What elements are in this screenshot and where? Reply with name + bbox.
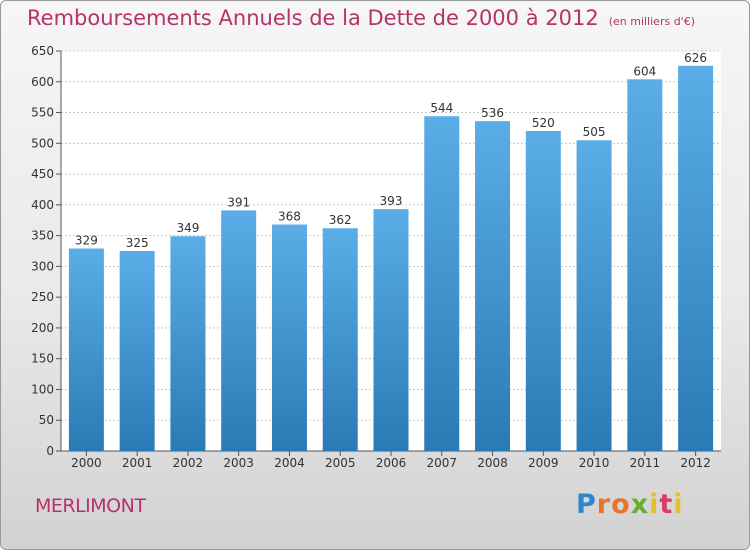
x-tick-label: 2011 [630, 456, 661, 470]
x-tick-label: 2004 [274, 456, 305, 470]
data-label: 393 [380, 194, 403, 208]
y-tick-label: 400 [31, 198, 54, 212]
proxiti-logo: Proxiti [576, 489, 684, 520]
commune-name: MERLIMONT [35, 495, 146, 517]
chart-title: Remboursements Annuels de la Dette de 20… [27, 6, 695, 30]
bar [576, 140, 612, 451]
data-label: 362 [329, 213, 352, 227]
bar [424, 116, 460, 451]
y-tick-label: 150 [31, 352, 54, 366]
y-tick-label: 500 [31, 136, 54, 150]
logo-letter: P [576, 489, 597, 520]
data-label: 544 [430, 101, 453, 115]
logo-letter: r [596, 489, 612, 520]
bar [525, 131, 561, 451]
x-tick-label: 2009 [528, 456, 559, 470]
y-tick-label: 650 [31, 44, 54, 58]
y-tick-label: 600 [31, 75, 54, 89]
bar [170, 236, 206, 451]
x-tick-label: 2001 [122, 456, 153, 470]
bar [373, 209, 409, 451]
y-tick-label: 550 [31, 106, 54, 120]
bar [68, 248, 104, 451]
data-label: 368 [278, 210, 301, 224]
y-tick-label: 300 [31, 259, 54, 273]
y-tick-label: 50 [39, 413, 54, 427]
data-label: 520 [532, 116, 555, 130]
data-label: 536 [481, 106, 504, 120]
data-label: 604 [633, 64, 656, 78]
logo-letter: i [649, 489, 660, 520]
y-tick-label: 0 [46, 444, 54, 458]
logo-letter: t [659, 489, 674, 520]
bar [271, 224, 307, 451]
y-tick-label: 200 [31, 321, 54, 335]
bar [322, 228, 358, 451]
x-tick-label: 2006 [376, 456, 407, 470]
logo-letter: i [673, 489, 684, 520]
data-label: 391 [227, 195, 250, 209]
x-tick-label: 2003 [223, 456, 254, 470]
y-tick-label: 100 [31, 382, 54, 396]
data-label: 505 [583, 125, 606, 139]
x-tick-label: 2010 [579, 456, 610, 470]
data-label: 349 [176, 221, 199, 235]
bar [627, 79, 663, 452]
x-tick-label: 2000 [71, 456, 102, 470]
logo-letter: o [611, 489, 631, 520]
bar [221, 210, 257, 451]
bar [119, 251, 155, 451]
data-label: 329 [75, 234, 98, 248]
data-label: 325 [126, 236, 149, 250]
chart-unit-label: (en milliers d'€) [608, 15, 695, 28]
y-tick-label: 250 [31, 290, 54, 304]
bar [475, 121, 511, 452]
data-label: 626 [684, 51, 707, 65]
x-tick-label: 2007 [426, 456, 457, 470]
logo-letter: x [630, 489, 650, 520]
x-tick-label: 2008 [477, 456, 508, 470]
bar [678, 65, 714, 452]
x-tick-label: 2005 [325, 456, 356, 470]
y-tick-label: 350 [31, 229, 54, 243]
x-tick-label: 2002 [173, 456, 204, 470]
x-tick-label: 2012 [680, 456, 711, 470]
y-tick-label: 450 [31, 167, 54, 181]
chart-title-text: Remboursements Annuels de la Dette de 20… [27, 6, 599, 30]
